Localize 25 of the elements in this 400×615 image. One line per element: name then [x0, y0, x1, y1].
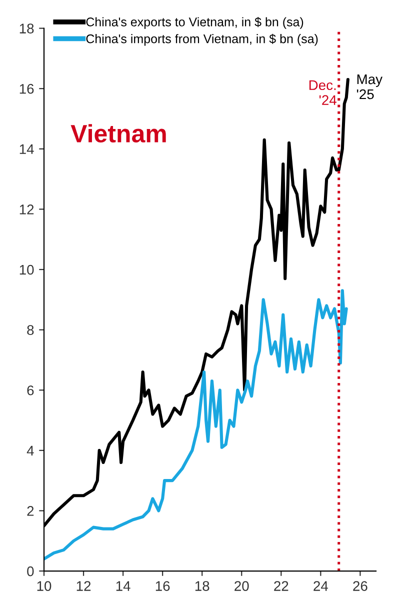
annotation: Vietnam: [70, 124, 166, 143]
x-tick-label: 10: [37, 581, 52, 591]
x-tick-label: 26: [353, 581, 368, 591]
annotation: May '25: [356, 74, 382, 100]
y-tick-label: 0: [27, 566, 34, 576]
legend-label: China's imports from Vietnam, in $ bn (sa): [86, 34, 318, 46]
x-tick-label: 18: [195, 581, 210, 591]
y-tick-label: 2: [27, 506, 34, 516]
y-tick-label: 14: [20, 144, 34, 154]
y-tick-label: 6: [27, 385, 34, 396]
line-series: [44, 289, 348, 560]
y-tick-label: 18: [20, 24, 34, 34]
x-tick-label: 22: [274, 581, 288, 591]
y-tick-label: 8: [27, 325, 34, 335]
ref-line-label: Dec. '24: [309, 80, 336, 105]
y-tick-label: 10: [20, 264, 34, 275]
y-tick-label: 12: [20, 204, 34, 214]
x-tick-label: 16: [156, 581, 170, 591]
y-tick-label: 16: [20, 84, 34, 94]
legend-label: China's exports to Vietnam, in $ bn (sa): [86, 17, 304, 29]
y-tick-label: 4: [26, 446, 34, 456]
x-tick-label: 12: [76, 581, 91, 591]
x-tick-label: 20: [234, 581, 249, 591]
x-tick-label: 14: [116, 581, 130, 591]
x-tick-label: 24: [314, 581, 328, 591]
